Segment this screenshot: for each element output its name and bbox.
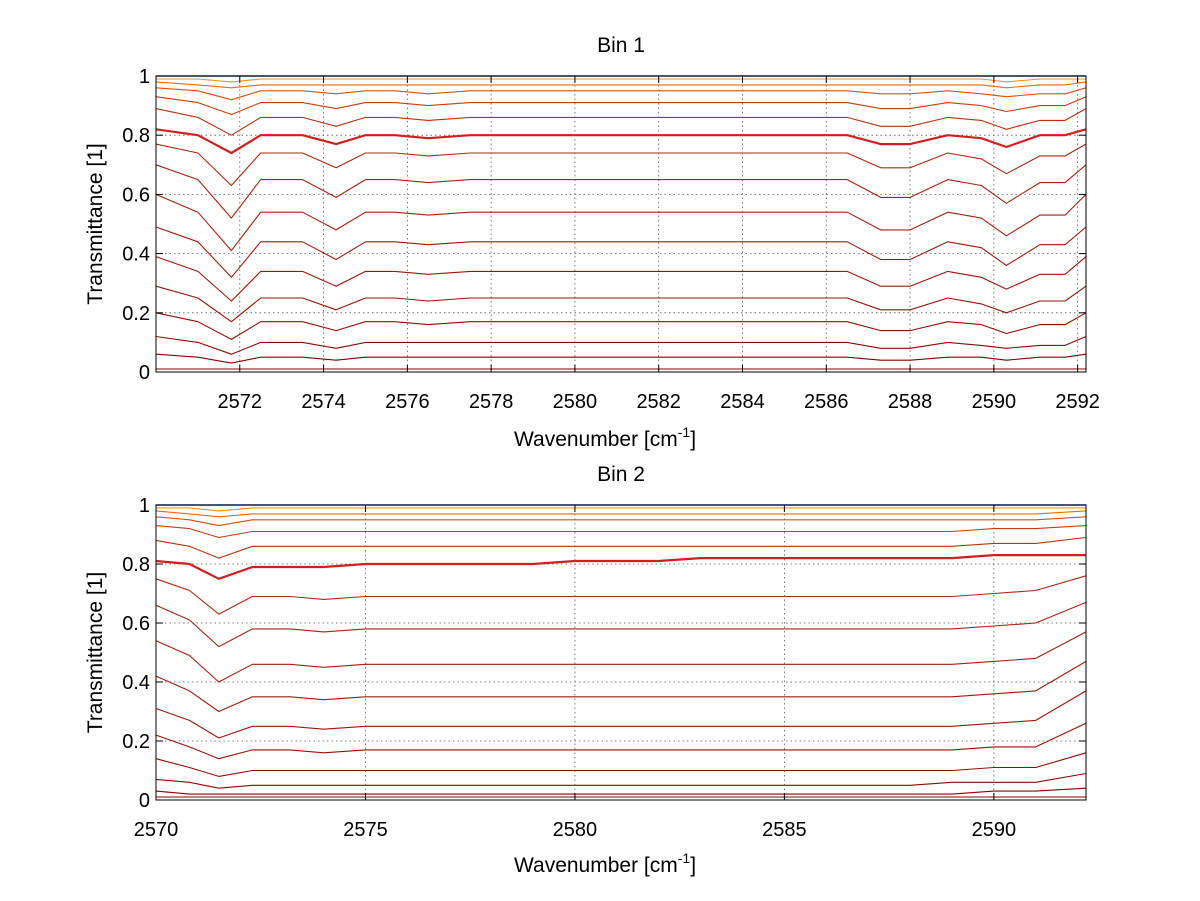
x-tick-label: 2580	[553, 819, 598, 841]
x-tick-label: 2590	[972, 819, 1017, 841]
y-tick-label: 1	[139, 66, 150, 88]
series-line-13	[155, 96, 1087, 116]
x-tick-label: 2582	[636, 391, 681, 413]
x-tick-label: 2578	[469, 391, 514, 413]
series-line-9	[155, 601, 1087, 648]
series-line-16	[156, 507, 1086, 512]
series-line-3	[155, 772, 1087, 789]
series-line-11	[155, 128, 1087, 155]
series-line-13	[155, 525, 1087, 539]
series-line-7	[155, 226, 1087, 278]
panel-bin-2: 2570 2575 2580 2585 2590 0 0.2 0.4 0.6 0.8 1 Bin 2 W…	[84, 463, 1087, 877]
y-tick-label: 0.8	[122, 554, 150, 576]
series-line-10	[155, 575, 1087, 615]
series-line-2	[155, 787, 1087, 795]
axes-frame	[155, 504, 1087, 801]
series-line-2	[155, 353, 1087, 364]
y-tick-label: 0	[139, 790, 150, 812]
series-line-12	[155, 536, 1087, 559]
x-tick-label: 2588	[888, 391, 933, 413]
y-tick-label: 0.6	[122, 184, 150, 206]
panel-bin-1: 2572 2574 2576 2578 2580 2582 2584 2586 2588 2590…	[84, 34, 1100, 451]
x-tick-label: 2584	[720, 391, 765, 413]
y-tick-label: 0	[139, 362, 150, 384]
x-axis-label: Wavenumber [cm-1]	[514, 850, 696, 877]
series-line-5	[155, 722, 1087, 760]
x-tick-label: 2585	[762, 819, 807, 841]
series-line-9	[155, 164, 1087, 219]
series-line-8	[155, 193, 1087, 252]
series-line-11	[155, 553, 1086, 580]
series-line-5	[155, 285, 1087, 323]
x-tick-label: 2590	[972, 391, 1017, 413]
chart-title: Bin 2	[597, 463, 645, 486]
y-tick-label: 0.2	[122, 731, 150, 753]
series-line-7	[155, 660, 1087, 713]
plot-area	[156, 76, 1086, 372]
x-tick-label: 2570	[134, 819, 179, 841]
series-line-4	[155, 752, 1087, 777]
y-tick-label: 0.8	[122, 125, 150, 147]
x-tick-label: 2576	[385, 391, 430, 413]
axes-frame	[155, 75, 1087, 373]
series-line-16	[156, 78, 1086, 83]
y-axis-label: Transmittance [1]	[84, 143, 107, 304]
series-line-10	[155, 143, 1087, 187]
series-line-14	[155, 516, 1087, 527]
series-line-3	[155, 335, 1087, 355]
series-line-12	[155, 108, 1087, 136]
series-line-8	[155, 631, 1087, 683]
y-tick-label: 0.4	[122, 672, 150, 694]
plot-area	[156, 505, 1086, 800]
x-tick-label: 2580	[553, 391, 598, 413]
series-line-15	[155, 510, 1087, 518]
series-line-14	[155, 87, 1087, 101]
x-tick-label: 2592	[1055, 391, 1100, 413]
y-tick-label: 0.4	[122, 244, 150, 266]
y-tick-label: 0.6	[122, 613, 150, 635]
y-tick-label: 1	[139, 495, 150, 517]
series-line-15	[155, 81, 1087, 89]
chart-title: Bin 1	[597, 34, 645, 57]
series-line-6	[155, 690, 1087, 739]
series-line-6	[155, 256, 1087, 302]
series-line-4	[155, 312, 1087, 340]
x-tick-label: 2575	[343, 819, 388, 841]
x-tick-label: 2586	[804, 391, 849, 413]
x-axis-label: Wavenumber [cm-1]	[514, 424, 696, 451]
y-axis-label: Transmittance [1]	[84, 572, 107, 733]
y-tick-label: 0.2	[122, 303, 150, 325]
x-tick-label: 2574	[301, 391, 346, 413]
x-tick-label: 2572	[218, 391, 263, 413]
